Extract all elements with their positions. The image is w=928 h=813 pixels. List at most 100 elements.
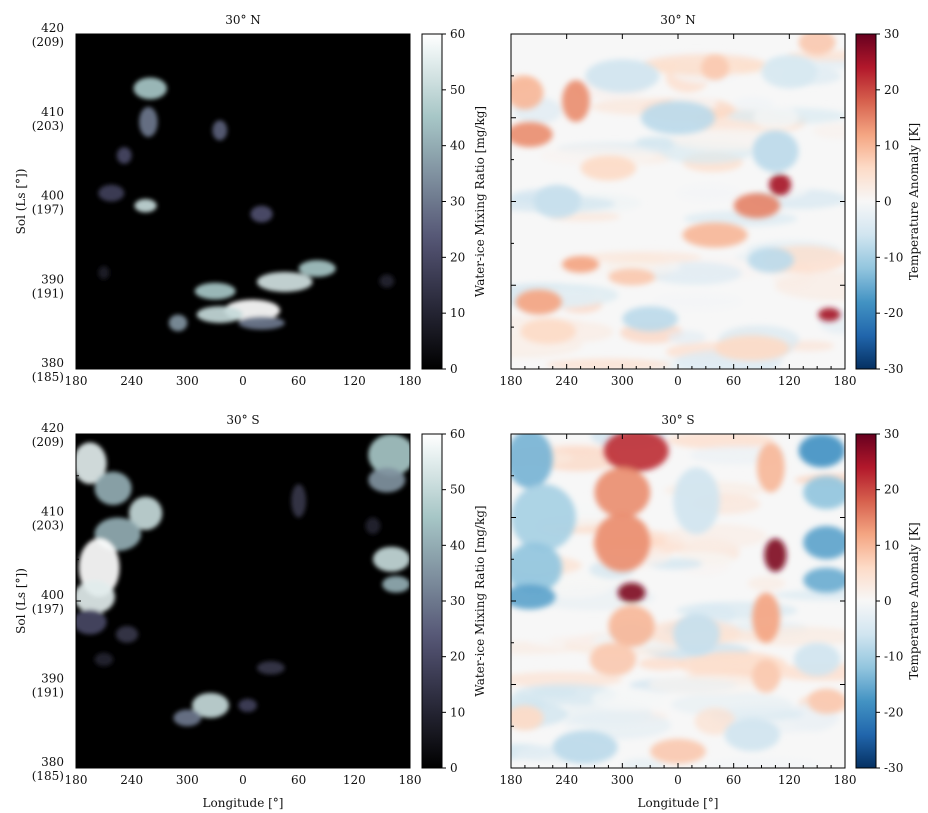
- y-tick-label-sol: 380: [41, 356, 64, 370]
- x-axis-label: Longitude [°]: [638, 796, 719, 810]
- heatmap-cell: [562, 255, 600, 273]
- y-tick-label-ls: (203): [32, 519, 64, 533]
- heatmap-cell: [764, 538, 787, 572]
- colorbar-gradient: [421, 433, 443, 769]
- heatmap-cell: [603, 434, 669, 472]
- heatmap-background: [76, 434, 410, 768]
- heatmap-cells: [511, 434, 845, 768]
- x-tick-label: 180: [834, 773, 857, 787]
- colorbar-gradient: [855, 33, 877, 370]
- y-tick-label-ls: (185): [32, 769, 64, 783]
- x-tick-label: 240: [120, 773, 143, 787]
- heatmap-cell: [673, 613, 720, 656]
- y-axis-label: Sol (Ls [°]): [14, 568, 28, 634]
- colorbar-tick-label: 60: [450, 27, 465, 41]
- heatmap-cell: [733, 193, 781, 219]
- heatmap-cell: [256, 661, 285, 675]
- heatmap-cell: [534, 184, 581, 219]
- heatmap-cell: [798, 434, 845, 468]
- x-tick-label: 120: [778, 374, 801, 388]
- panel-title: 30° S: [226, 413, 259, 427]
- heatmap-cell: [747, 247, 794, 273]
- x-tick-label: 240: [555, 773, 578, 787]
- heatmap-cell: [94, 652, 114, 667]
- heatmap-texture-cell: [511, 671, 623, 688]
- colorbar: -30 -20 -10 0 10 20 30 Temperature Anomaly [K]: [855, 27, 921, 376]
- heatmap-cell: [379, 274, 395, 288]
- heatmap-texture-cell: [638, 657, 686, 671]
- colorbar-tick-label: 50: [450, 83, 465, 97]
- x-tick-label: 180: [399, 374, 422, 388]
- heatmap-texture-cell: [624, 238, 686, 254]
- colorbar-tick-label: 60: [450, 427, 465, 441]
- x-tick-label: 0: [674, 773, 682, 787]
- heatmap-cell: [134, 198, 157, 213]
- heatmap-cell: [194, 282, 236, 300]
- heatmap-cells: [98, 77, 395, 332]
- heatmap-cell: [511, 584, 556, 610]
- heatmap-cell: [116, 147, 132, 164]
- colorbar-gradient: [421, 33, 443, 370]
- heatmap-cell: [511, 434, 553, 489]
- y-tick-label-ls: (209): [32, 435, 64, 449]
- x-tick-label: 0: [674, 374, 682, 388]
- heatmap-cell: [761, 54, 818, 89]
- heatmap-cell: [94, 471, 132, 505]
- heatmap-cell: [168, 314, 188, 332]
- heatmap-cell: [139, 106, 158, 138]
- y-tick-label-ls: (209): [32, 35, 64, 49]
- colorbar-tick-label: 20: [450, 250, 465, 264]
- x-tick-label: 120: [343, 773, 366, 787]
- heatmap-cell: [701, 54, 730, 81]
- colorbar-label: Water-ice Mixing Ratio [mg/kg]: [473, 106, 487, 297]
- heatmap-cell: [238, 698, 257, 713]
- panel-title: 30° S: [661, 413, 694, 427]
- heatmap-texture-cell: [812, 123, 845, 140]
- heatmap-cell: [76, 580, 115, 614]
- heatmap-cell: [368, 467, 406, 493]
- heatmap-texture-cell: [670, 692, 793, 717]
- heatmap-texture-cell: [753, 105, 799, 130]
- heatmap-cell: [798, 34, 836, 55]
- heatmap-cell: [298, 260, 336, 277]
- heatmap-cells: [511, 34, 845, 369]
- y-tick-label-sol: 420: [41, 421, 64, 435]
- colorbar-tick-label: 50: [450, 483, 465, 497]
- y-tick-label-sol: 400: [41, 588, 64, 602]
- heatmap-cell: [715, 335, 790, 361]
- colorbar: 0 10 20 30 40 50 60 Water-ice Mixing Ratio [mg/…: [421, 27, 487, 376]
- panel-title: 30° N: [225, 13, 261, 27]
- heatmap-cell: [196, 306, 243, 323]
- y-axis-label: Sol (Ls [°]): [14, 169, 28, 235]
- y-tick-label-ls: (191): [32, 686, 64, 700]
- heatmap-cell: [511, 705, 544, 731]
- x-tick-label: 180: [500, 773, 523, 787]
- colorbar-tick-label: 40: [450, 538, 465, 552]
- heatmap-cell: [372, 546, 410, 572]
- heatmap-cell: [650, 738, 706, 764]
- heatmap-texture-cell: [582, 251, 702, 264]
- heatmap-cell: [617, 582, 646, 603]
- heatmap-cell: [724, 717, 781, 752]
- heatmap-cell: [238, 316, 285, 330]
- heatmap-cell: [673, 467, 720, 535]
- colorbar-tick-label: 10: [450, 306, 465, 320]
- colorbar-tick-label: 20: [884, 83, 899, 97]
- colorbar: -30 -20 -10 0 10 20 30 Temperature Anomaly [K]: [855, 427, 921, 775]
- heatmap-cell: [752, 592, 781, 643]
- colorbar-tick-label: 0: [884, 594, 892, 608]
- x-tick-label: 60: [291, 374, 306, 388]
- heatmap-cell: [803, 525, 845, 560]
- heatmap-cell: [562, 80, 590, 122]
- colorbar-tick-label: -20: [884, 306, 903, 320]
- heatmap-cell: [807, 688, 845, 714]
- heatmap-cell: [622, 306, 679, 332]
- panel-2: 30° N 180 240 300 0 60 120 180 -30 -20 -10 0 10 20 30 T…: [500, 13, 921, 388]
- colorbar-label: Temperature Anomaly [K]: [907, 123, 921, 280]
- colorbar-label: Temperature Anomaly [K]: [907, 522, 921, 679]
- panel-title: 30° N: [660, 13, 696, 27]
- x-tick-label: 120: [343, 374, 366, 388]
- x-tick-label: 180: [65, 374, 88, 388]
